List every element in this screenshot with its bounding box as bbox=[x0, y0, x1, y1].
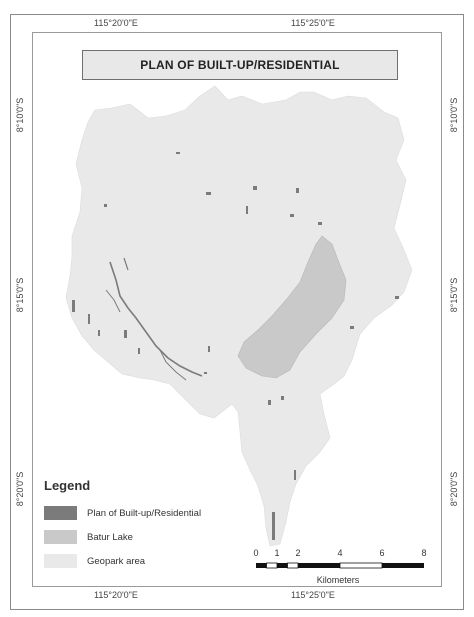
scale-tick-label: 4 bbox=[337, 548, 343, 558]
map-title: PLAN OF BUILT-UP/RESIDENTIAL bbox=[82, 50, 398, 80]
built-up-patch bbox=[350, 326, 354, 329]
built-up-patches bbox=[72, 152, 399, 540]
scale-bar: 0 1 2 4 6 8 Kilometers bbox=[252, 548, 432, 588]
built-up-road bbox=[105, 289, 121, 313]
built-up-patch bbox=[395, 296, 399, 299]
built-up-patch bbox=[290, 214, 294, 217]
built-up-patch bbox=[138, 348, 140, 354]
geopark-area bbox=[65, 85, 413, 547]
built-up-road bbox=[159, 349, 187, 381]
graticule-bottom-2: 115°25'0"E bbox=[291, 590, 335, 600]
scale-tick-label: 0 bbox=[253, 548, 259, 558]
legend-item-lake: Batur Lake bbox=[44, 525, 244, 549]
built-up-road bbox=[123, 257, 129, 271]
graticule-left-1: 8°10'0"S bbox=[15, 97, 25, 133]
built-up-patch bbox=[253, 186, 257, 190]
legend-swatch-built-up bbox=[44, 506, 77, 520]
built-up-patch bbox=[204, 372, 207, 374]
legend-swatch-lake bbox=[44, 530, 77, 544]
built-up-patch bbox=[206, 192, 211, 195]
legend-swatch-geopark bbox=[44, 554, 77, 568]
built-up-patch bbox=[72, 300, 75, 312]
legend-item-built-up: Plan of Built-up/Residential bbox=[44, 501, 244, 525]
built-up-patch bbox=[104, 204, 107, 207]
legend-title: Legend bbox=[44, 478, 91, 493]
graticule-top-2: 115°25'0"E bbox=[291, 18, 335, 28]
scale-tick-label: 1 bbox=[274, 548, 280, 558]
scale-unit: Kilometers bbox=[316, 575, 360, 585]
legend-label-lake: Batur Lake bbox=[87, 531, 133, 543]
built-up-patch bbox=[208, 346, 210, 352]
built-up-patch bbox=[294, 470, 296, 480]
batur-lake bbox=[237, 235, 347, 379]
built-up-patch bbox=[281, 396, 284, 400]
scale-tick-label: 6 bbox=[379, 548, 385, 558]
built-up-corridor bbox=[105, 257, 203, 381]
built-up-patch bbox=[246, 206, 248, 214]
built-up-patch bbox=[176, 152, 180, 154]
graticule-bottom-1: 115°20'0"E bbox=[94, 590, 138, 600]
built-up-patch bbox=[318, 222, 322, 225]
graticule-right-1: 8°10'0"S bbox=[449, 97, 459, 133]
graticule-right-3: 8°20'0"S bbox=[449, 471, 459, 507]
built-up-road bbox=[109, 261, 203, 377]
scale-tick-label: 2 bbox=[295, 548, 301, 558]
built-up-patch bbox=[98, 330, 100, 336]
built-up-patch bbox=[268, 400, 271, 405]
graticule-right-2: 8°15'0"S bbox=[449, 277, 459, 313]
scale-tick-label: 8 bbox=[421, 548, 427, 558]
built-up-patch bbox=[124, 330, 127, 338]
legend-label-built-up: Plan of Built-up/Residential bbox=[87, 507, 202, 519]
graticule-left-3: 8°20'0"S bbox=[15, 471, 25, 507]
legend: Legend Plan of Built-up/Residential Batu… bbox=[44, 478, 244, 573]
graticule-left-2: 8°15'0"S bbox=[15, 277, 25, 313]
built-up-patch bbox=[88, 314, 90, 324]
legend-item-geopark: Geopark area bbox=[44, 549, 244, 573]
built-up-patch bbox=[296, 188, 299, 193]
scale-bar-graphic bbox=[256, 562, 424, 569]
legend-label-geopark: Geopark area bbox=[87, 555, 146, 567]
built-up-patch bbox=[272, 512, 275, 540]
graticule-top-1: 115°20'0"E bbox=[94, 18, 138, 28]
